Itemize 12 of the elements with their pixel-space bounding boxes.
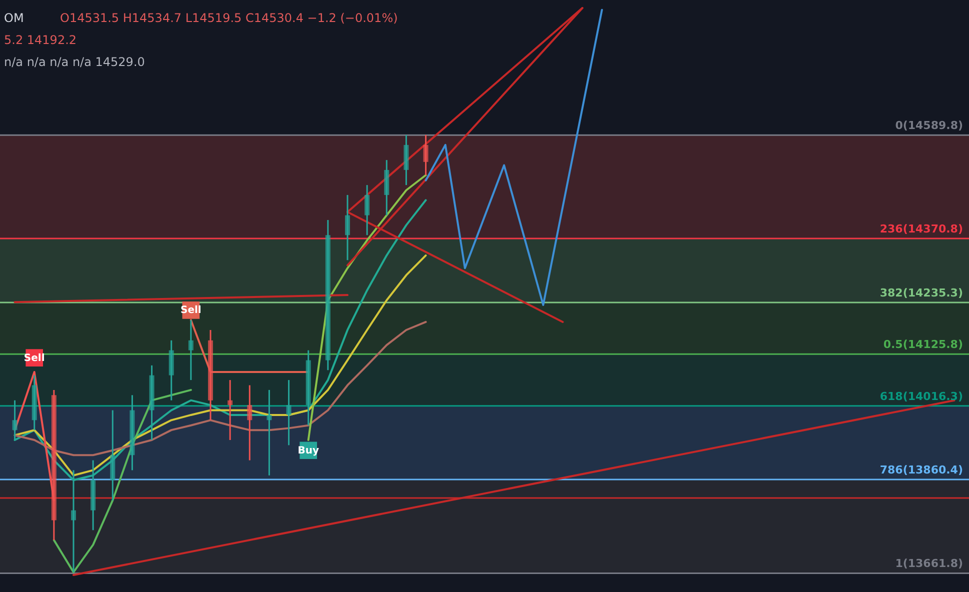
ref-line-label: 786(13860.4): [880, 463, 963, 476]
data-label: Buy: [298, 445, 320, 456]
annotation: O14531.5 H14534.7 L14519.5 C14530.4 −1.2 (−0.01%): [60, 11, 398, 25]
ref-line-label: 0(14589.8): [895, 119, 963, 132]
ref-line-label: 0.5(14125.8): [883, 338, 963, 352]
annotation: n/a n/a n/a n/a 14529.0: [4, 55, 145, 69]
annotation: OM: [4, 11, 24, 25]
ref-line-label: 236(14370.8): [880, 222, 963, 236]
ref-line-label: 1(13661.8): [895, 557, 963, 570]
annotation: 5.2 14192.2: [4, 33, 77, 47]
ref-line-label: 618(14016.3): [880, 390, 963, 403]
ref-line-label: 382(14235.3): [880, 286, 963, 300]
